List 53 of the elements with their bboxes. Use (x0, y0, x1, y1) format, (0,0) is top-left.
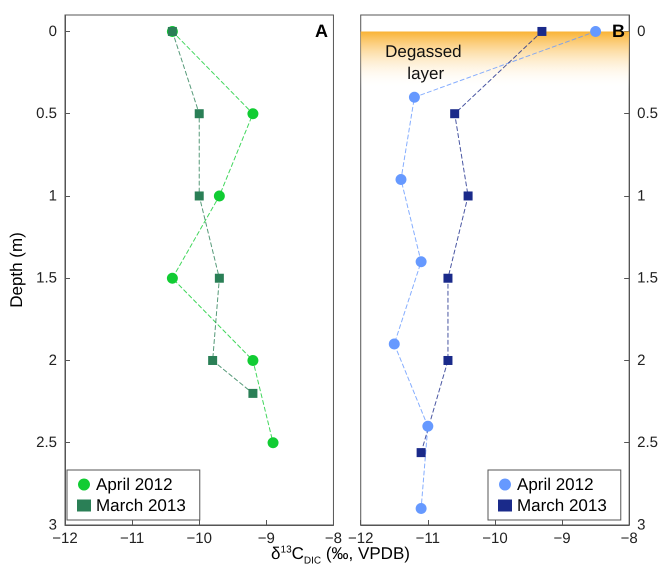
point (408, 92, 420, 103)
y-tick-label: 2.5 (36, 434, 57, 452)
point (450, 109, 460, 118)
y-tick-label: 1 (48, 187, 57, 204)
point (590, 26, 602, 37)
x-tick-label: −8 (620, 530, 638, 547)
x-tick-label: −10 (186, 530, 212, 547)
point (443, 356, 452, 365)
point (194, 191, 204, 200)
y-axis-title: Depth (m) (7, 232, 26, 308)
point (416, 448, 426, 458)
legend-label: March 2013 (96, 496, 186, 515)
legend-label: April 2012 (96, 475, 173, 494)
point (443, 274, 452, 283)
point (214, 190, 225, 202)
x-tick-label: −9 (553, 530, 571, 547)
point (248, 388, 258, 398)
y-tick-label: 2 (637, 352, 646, 369)
legend-label: March 2013 (517, 496, 607, 515)
x-tick-label: −11 (120, 530, 144, 547)
y-tick-label: 3 (637, 516, 646, 534)
point (464, 191, 473, 200)
x-tick-label: −10 (482, 530, 508, 547)
point (422, 420, 434, 432)
y-tick-label: 2 (48, 352, 57, 369)
x-tick-label: −9 (258, 530, 275, 547)
point (208, 356, 218, 365)
y-tick-label: 1.5 (36, 270, 57, 287)
x-tick-label: −11 (416, 530, 440, 547)
point (166, 272, 178, 284)
y-tick-label: 2.5 (637, 434, 658, 452)
point (416, 256, 427, 268)
y-tick-label: 0.5 (36, 105, 57, 122)
y-tick-label: 0 (48, 22, 57, 40)
point (388, 338, 400, 350)
y-tick-label: 0 (637, 22, 646, 40)
legend-label: April 2012 (517, 475, 594, 494)
point (247, 354, 258, 366)
y-tick-label: 1 (637, 187, 646, 204)
band-label: Degassed layer (385, 42, 466, 83)
y-tick-label: 1.5 (637, 270, 658, 287)
point (247, 108, 258, 120)
y-tick-label: 0.5 (637, 105, 658, 122)
point (214, 274, 224, 283)
point (194, 109, 204, 118)
point (537, 26, 546, 36)
x-axis-title: δ$^{13}$C$_{DIC}$ (‰, VPDB) (271, 544, 410, 566)
point (268, 437, 279, 448)
point (416, 503, 427, 514)
x-tick-label: −8 (324, 530, 342, 547)
x-tick-label: −12 (348, 530, 374, 547)
chart-title: A (315, 21, 328, 41)
point (395, 174, 406, 186)
